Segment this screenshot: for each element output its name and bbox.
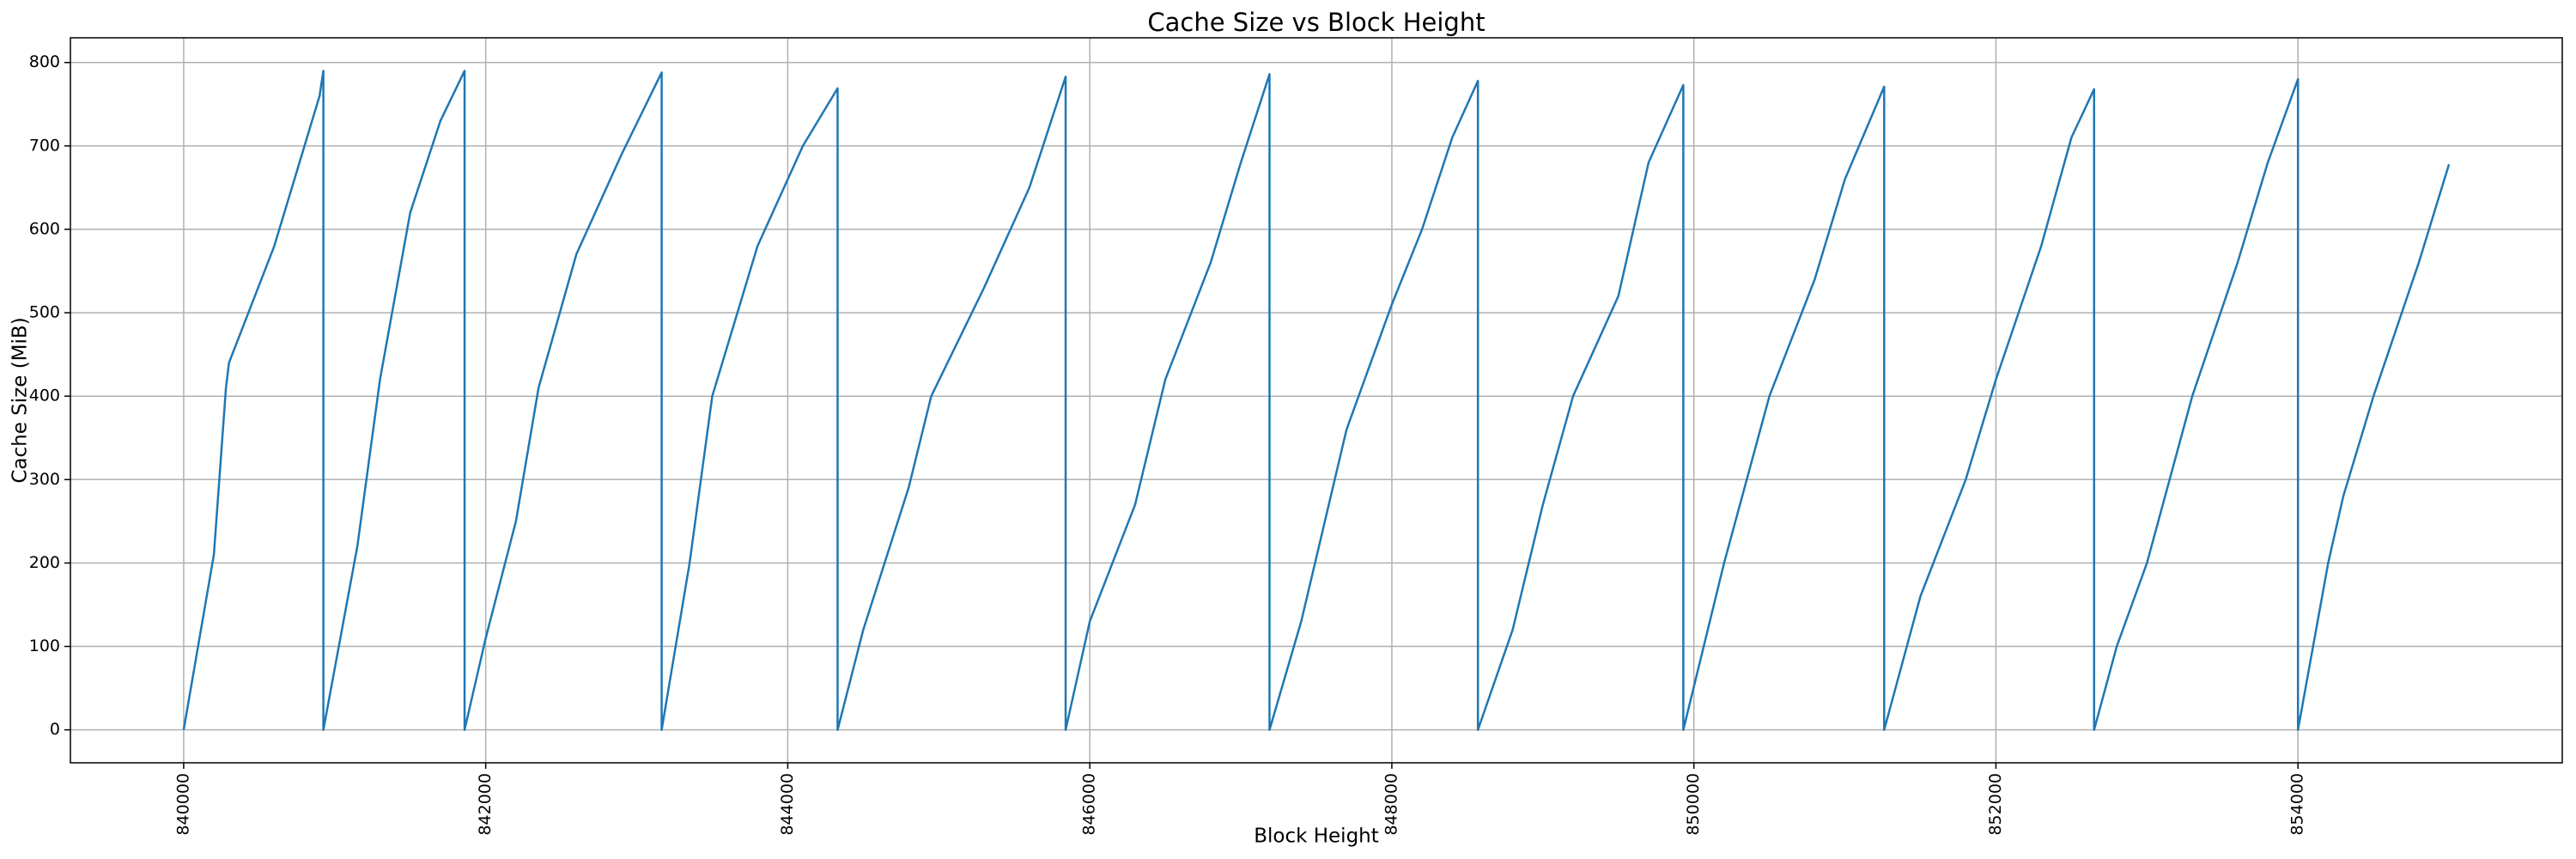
y-tick-label: 700 [29, 136, 60, 155]
plot-frame [70, 37, 2563, 764]
y-tick-label: 400 [29, 387, 60, 405]
y-tick-label: 300 [29, 470, 60, 489]
data-line [182, 70, 2451, 731]
x-tick-label: 852000 [1986, 773, 2005, 836]
x-tick-label: 846000 [1080, 773, 1099, 836]
x-tick-label: 850000 [1684, 773, 1703, 836]
y-tick-label: 100 [29, 637, 60, 655]
plot [182, 70, 2451, 731]
y-tick-label: 0 [50, 720, 60, 739]
grid [70, 38, 2562, 763]
y-tick-label: 800 [29, 52, 60, 71]
x-axis-label: Block Height [1254, 825, 1379, 848]
y-axis-label: Cache Size (MiB) [9, 317, 32, 483]
y-tick-label: 200 [29, 553, 60, 572]
x-tick-label: 848000 [1382, 773, 1400, 836]
chart-title: Cache Size vs Block Height [1147, 8, 1485, 37]
x-tick-label: 844000 [778, 773, 797, 836]
y-tick-label: 500 [29, 303, 60, 322]
y-tick-label: 600 [29, 219, 60, 238]
x-tick-label: 842000 [476, 773, 495, 836]
x-tick-label: 854000 [2288, 773, 2307, 836]
x-tick-label: 840000 [173, 773, 192, 836]
